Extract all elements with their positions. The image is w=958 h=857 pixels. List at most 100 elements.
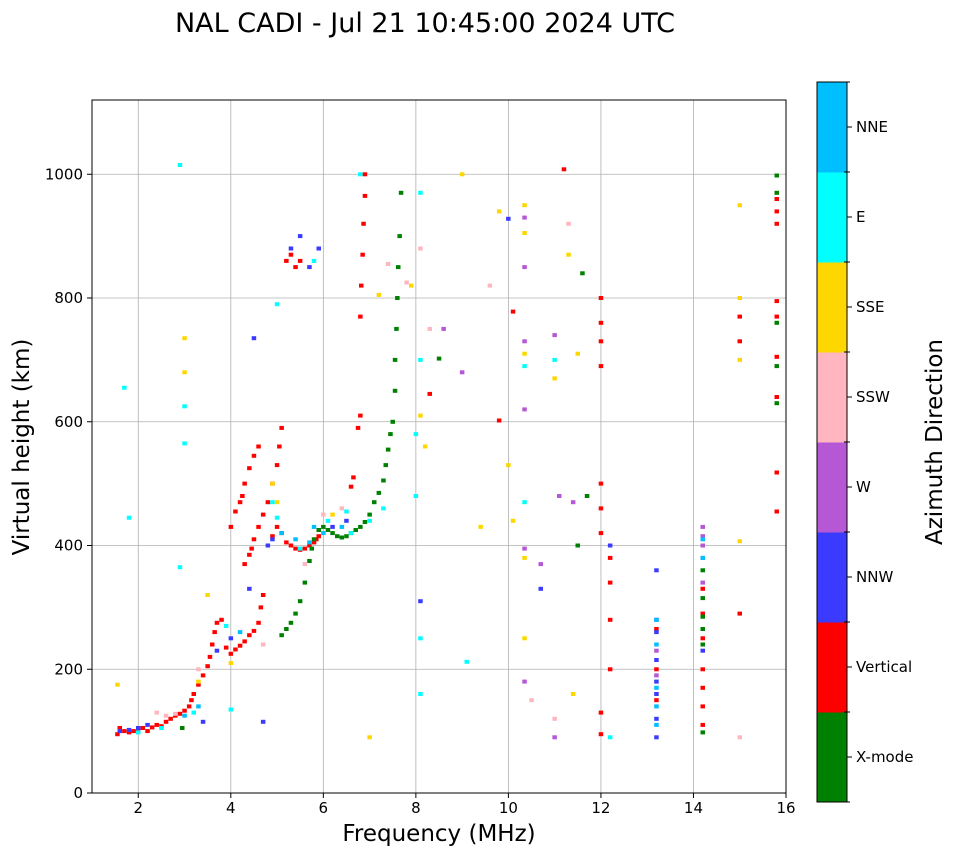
data-point — [522, 500, 527, 505]
data-point — [260, 719, 266, 724]
data-point — [358, 524, 363, 529]
data-point — [478, 524, 483, 529]
data-point — [256, 444, 261, 449]
data-point — [330, 531, 335, 536]
data-point — [284, 627, 289, 631]
data-point — [607, 580, 613, 585]
data-point — [163, 719, 169, 724]
colorbar-segment — [817, 352, 847, 443]
data-point — [522, 546, 527, 551]
colorbar-tick-label: E — [856, 208, 865, 226]
colorbar-tick-label: Vertical — [856, 658, 912, 676]
data-point — [737, 611, 742, 616]
data-point — [427, 326, 432, 331]
data-point — [210, 642, 215, 647]
data-point — [256, 620, 261, 625]
data-point — [177, 565, 183, 570]
data-point — [418, 357, 423, 362]
data-point — [737, 314, 742, 319]
y-axis-ticks: 0 200 400 600 800 1000 — [45, 165, 92, 802]
data-point — [700, 614, 705, 619]
data-point — [392, 357, 398, 362]
colorbar-tick-label: NNW — [856, 568, 893, 586]
data-point — [459, 370, 465, 375]
data-point — [265, 543, 271, 548]
data-point — [279, 633, 284, 638]
data-point — [654, 630, 659, 635]
x-tick-label: 10 — [499, 799, 518, 817]
data-point — [344, 518, 349, 523]
data-point — [700, 580, 705, 585]
data-point — [180, 726, 185, 730]
data-point — [260, 512, 266, 517]
data-point — [274, 515, 280, 520]
data-point — [361, 221, 366, 226]
data-point — [260, 642, 266, 647]
data-point — [307, 543, 312, 548]
data-point — [774, 354, 779, 359]
data-point — [311, 258, 317, 263]
data-point — [654, 679, 659, 684]
data-point — [654, 698, 659, 703]
chart-title: NAL CADI - Jul 21 10:45:00 2024 UTC — [175, 8, 675, 39]
x-tick-label: 2 — [133, 799, 143, 817]
data-point — [700, 636, 705, 641]
data-point — [284, 258, 289, 263]
data-point — [353, 528, 358, 532]
x-tick-label: 4 — [226, 799, 236, 817]
data-point — [182, 708, 187, 713]
data-point — [182, 336, 187, 341]
data-point — [260, 593, 266, 597]
data-point — [506, 463, 511, 468]
colorbar-segment — [817, 622, 847, 713]
data-point — [598, 710, 604, 715]
data-point — [584, 494, 590, 498]
data-point — [186, 704, 192, 709]
data-point — [385, 262, 391, 266]
data-point — [487, 283, 493, 288]
data-point — [293, 611, 298, 616]
data-point — [394, 326, 399, 331]
data-point — [510, 309, 516, 314]
x-tick-label: 8 — [411, 799, 421, 817]
data-point — [552, 716, 557, 721]
data-point — [598, 296, 604, 300]
data-point — [774, 299, 779, 304]
data-point — [522, 231, 527, 235]
data-point — [774, 209, 779, 214]
data-point — [654, 716, 659, 721]
data-point — [247, 552, 252, 557]
colorbar-tick-label: SSE — [856, 298, 885, 316]
series-nnw — [117, 216, 705, 740]
data-point — [307, 540, 312, 545]
data-point — [774, 470, 779, 475]
data-point — [339, 535, 345, 540]
data-point — [177, 163, 183, 167]
data-points — [115, 163, 779, 740]
data-point — [388, 432, 393, 437]
data-point — [737, 339, 742, 344]
data-point — [284, 540, 289, 545]
data-point — [189, 698, 194, 703]
data-point — [774, 190, 779, 195]
data-point — [654, 648, 659, 653]
data-point — [136, 730, 141, 735]
data-point — [163, 713, 169, 718]
data-point — [279, 531, 284, 536]
data-point — [358, 413, 363, 418]
data-point — [196, 667, 201, 672]
data-point — [140, 726, 146, 730]
data-point — [376, 490, 382, 495]
data-point — [126, 727, 132, 732]
data-point — [339, 506, 345, 511]
data-point — [654, 617, 659, 622]
data-point — [240, 494, 245, 498]
data-point — [182, 404, 187, 409]
data-point — [566, 221, 571, 226]
data-point — [358, 314, 363, 319]
data-point — [436, 356, 442, 361]
data-point — [122, 729, 127, 734]
data-point — [367, 512, 372, 517]
data-point — [522, 339, 527, 344]
data-point — [191, 692, 196, 696]
